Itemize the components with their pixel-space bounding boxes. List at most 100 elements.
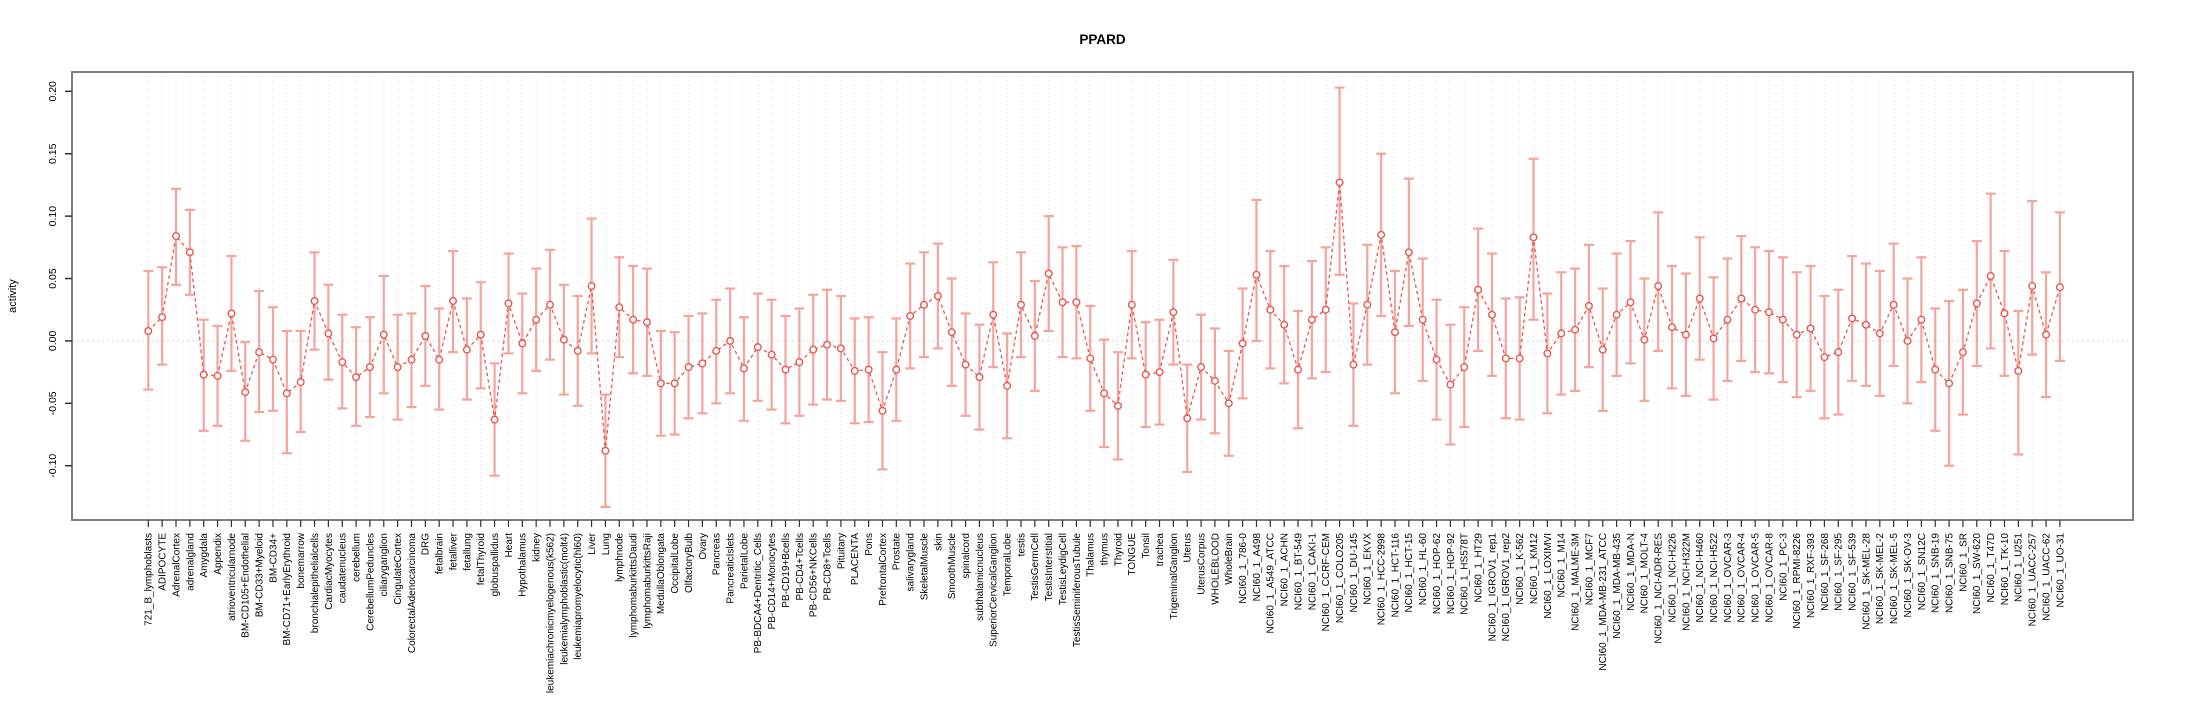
svg-text:NCI60_1_HOP-92: NCI60_1_HOP-92	[1446, 533, 1457, 615]
gridlines	[147, 72, 2061, 520]
chart-title: PPARD	[1079, 32, 1126, 47]
svg-text:NCI60_1_MDA-MB-231_ATCC: NCI60_1_MDA-MB-231_ATCC	[1598, 533, 1609, 671]
svg-text:NCI60_1_MDA-MB-435: NCI60_1_MDA-MB-435	[1612, 533, 1623, 639]
svg-text:NCI60_1_SNB-19: NCI60_1_SNB-19	[1931, 533, 1942, 613]
svg-text:bonemarrow: bonemarrow	[296, 532, 307, 588]
svg-text:NCI60_1_SR: NCI60_1_SR	[1958, 533, 1969, 592]
svg-text:Amygdala: Amygdala	[199, 533, 210, 578]
svg-text:Prostate: Prostate	[892, 533, 903, 571]
svg-text:Appendix: Appendix	[213, 533, 224, 575]
svg-text:CerebellumPeduncles: CerebellumPeduncles	[365, 533, 376, 631]
svg-text:NCI60_1_HOP-62: NCI60_1_HOP-62	[1432, 533, 1443, 615]
svg-text:Thalamus: Thalamus	[1086, 533, 1097, 577]
svg-text:NCI60_1_BT-549: NCI60_1_BT-549	[1293, 533, 1304, 611]
svg-text:PLACENTA: PLACENTA	[850, 533, 861, 585]
svg-text:fetallung: fetallung	[462, 533, 473, 571]
svg-text:NCI60_1_EKVX: NCI60_1_EKVX	[1363, 533, 1374, 605]
svg-text:721_B_lymphoblasts: 721_B_lymphoblasts	[144, 533, 155, 626]
svg-text:AdrenalCortex: AdrenalCortex	[171, 533, 182, 597]
svg-text:TONGUE: TONGUE	[1127, 533, 1138, 576]
svg-text:trachea: trachea	[1155, 533, 1166, 567]
svg-text:WholeBrain: WholeBrain	[1224, 533, 1235, 585]
svg-text:bronchialepithelialcells: bronchialepithelialcells	[310, 533, 321, 633]
svg-text:atrioventricularnode: atrioventricularnode	[227, 533, 238, 621]
svg-text:BM-CD34+: BM-CD34+	[268, 533, 279, 583]
svg-text:Lung: Lung	[601, 533, 612, 555]
svg-text:DRG: DRG	[421, 533, 432, 555]
svg-text:0.00: 0.00	[47, 331, 59, 352]
svg-text:TestisGermCell: TestisGermCell	[1030, 533, 1041, 601]
svg-text:NCI60_1_SF-539: NCI60_1_SF-539	[1848, 533, 1859, 611]
svg-text:PB-CD56+NKCells: PB-CD56+NKCells	[809, 533, 820, 617]
svg-text:0.20: 0.20	[47, 81, 59, 102]
svg-text:OccipitalLobe: OccipitalLobe	[670, 533, 681, 594]
svg-text:NCI60_1_U251: NCI60_1_U251	[2014, 533, 2025, 602]
svg-text:NCI60_1_HCC-2998: NCI60_1_HCC-2998	[1377, 533, 1388, 626]
svg-text:PancreaticIslets: PancreaticIslets	[725, 533, 736, 604]
svg-text:NCI60_1_HS578T: NCI60_1_HS578T	[1460, 533, 1471, 615]
svg-text:SuperiorCervicalGanglion: SuperiorCervicalGanglion	[989, 533, 1000, 647]
svg-text:TemporalLobe: TemporalLobe	[1003, 533, 1014, 597]
svg-text:thymus: thymus	[1100, 533, 1111, 565]
svg-text:fetalThyroid: fetalThyroid	[476, 533, 487, 585]
svg-text:BM-CD71+EarlyErythroid: BM-CD71+EarlyErythroid	[282, 533, 293, 646]
svg-text:lymphnode: lymphnode	[615, 533, 626, 582]
svg-text:spinalcord: spinalcord	[961, 533, 972, 579]
svg-text:PB-BDCA4+Dentritic_Cells: PB-BDCA4+Dentritic_Cells	[753, 533, 764, 653]
svg-text:NCI60_1_UACC-257: NCI60_1_UACC-257	[2028, 533, 2039, 627]
svg-text:fetalliver: fetalliver	[448, 532, 459, 570]
svg-text:OlfactoryBulb: OlfactoryBulb	[684, 533, 695, 593]
svg-text:NCI60_1_OVCAR-5: NCI60_1_OVCAR-5	[1751, 533, 1762, 623]
svg-text:TrigeminalGanglion: TrigeminalGanglion	[1169, 533, 1180, 619]
svg-text:NCI60_1_SN12C: NCI60_1_SN12C	[1917, 533, 1928, 610]
svg-text:BM-CD33+Myeloid: BM-CD33+Myeloid	[255, 533, 266, 617]
svg-text:NCI60_1_OVCAR-4: NCI60_1_OVCAR-4	[1737, 533, 1748, 623]
svg-text:cerebellum: cerebellum	[351, 533, 362, 582]
svg-text:NCI60_1_M14: NCI60_1_M14	[1557, 533, 1568, 598]
svg-text:PB-CD4+Tcells: PB-CD4+Tcells	[795, 533, 806, 601]
svg-text:UterusCorpus: UterusCorpus	[1196, 533, 1207, 595]
svg-text:NCI60_1_HL-60: NCI60_1_HL-60	[1418, 533, 1429, 606]
svg-text:lymphomaburkittsRaji: lymphomaburkittsRaji	[642, 533, 653, 629]
svg-text:NCI60_1_SNB-75: NCI60_1_SNB-75	[1944, 533, 1955, 613]
svg-text:testis: testis	[1016, 533, 1027, 556]
svg-text:NCI60_1_K-562: NCI60_1_K-562	[1515, 533, 1526, 605]
error-bars	[143, 86, 2065, 508]
svg-text:NCI60_1_IGROV1_rep2: NCI60_1_IGROV1_rep2	[1501, 533, 1512, 642]
svg-text:Liver: Liver	[587, 532, 598, 554]
svg-text:caudatenucleus: caudatenucleus	[338, 533, 349, 603]
svg-text:NCI60_1_MCF7: NCI60_1_MCF7	[1584, 533, 1595, 606]
svg-text:skin: skin	[933, 533, 944, 551]
svg-text:NCI60_1_MDA-N: NCI60_1_MDA-N	[1626, 533, 1637, 611]
svg-text:NCI60_1_ACHN: NCI60_1_ACHN	[1280, 533, 1291, 606]
svg-text:salivarygland: salivarygland	[906, 533, 917, 591]
svg-text:SkeletalMuscle: SkeletalMuscle	[919, 533, 930, 601]
svg-text:NCI60_1_SW-620: NCI60_1_SW-620	[1972, 533, 1983, 614]
svg-text:NCI60_1_SF-268: NCI60_1_SF-268	[1820, 533, 1831, 611]
svg-text:NCI60_1_SK-MEL-2: NCI60_1_SK-MEL-2	[1875, 533, 1886, 625]
svg-text:NCI60_1_A498: NCI60_1_A498	[1252, 533, 1263, 602]
svg-text:NCI60_1_COLO205: NCI60_1_COLO205	[1335, 533, 1346, 623]
svg-text:ParietalLobe: ParietalLobe	[739, 533, 750, 590]
svg-text:NCI60_1_786-0: NCI60_1_786-0	[1238, 533, 1249, 604]
svg-text:NCI60_1_KM12: NCI60_1_KM12	[1529, 533, 1540, 605]
svg-text:NCI60_1_LOXIMVI: NCI60_1_LOXIMVI	[1543, 533, 1554, 619]
svg-text:Pituitary: Pituitary	[836, 533, 847, 569]
svg-text:TestisLeydigCell: TestisLeydigCell	[1058, 533, 1069, 605]
svg-text:CardiacMyocytes: CardiacMyocytes	[324, 533, 335, 610]
svg-text:BM-CD105+Endothelial: BM-CD105+Endothelial	[241, 533, 252, 638]
svg-text:fetalbrain: fetalbrain	[435, 533, 446, 574]
svg-text:NCI60_1_SK-MEL-5: NCI60_1_SK-MEL-5	[1889, 533, 1900, 625]
svg-text:PB-CD19+Bcells: PB-CD19+Bcells	[781, 533, 792, 608]
svg-text:PrefrontalCortex: PrefrontalCortex	[878, 533, 889, 606]
svg-text:Tonsil: Tonsil	[1141, 533, 1152, 559]
svg-text:NCI60_1_RXF-393: NCI60_1_RXF-393	[1806, 533, 1817, 618]
svg-text:CingulateCortex: CingulateCortex	[393, 533, 404, 605]
svg-text:NCI60_1_NCI-H322M: NCI60_1_NCI-H322M	[1681, 533, 1692, 631]
plot-box	[71, 71, 2134, 521]
svg-text:SmoothMuscle: SmoothMuscle	[947, 533, 958, 600]
svg-text:NCI60_1_CCRF-CEM: NCI60_1_CCRF-CEM	[1321, 533, 1332, 631]
svg-text:NCI60_1_TK-10: NCI60_1_TK-10	[2000, 533, 2011, 606]
